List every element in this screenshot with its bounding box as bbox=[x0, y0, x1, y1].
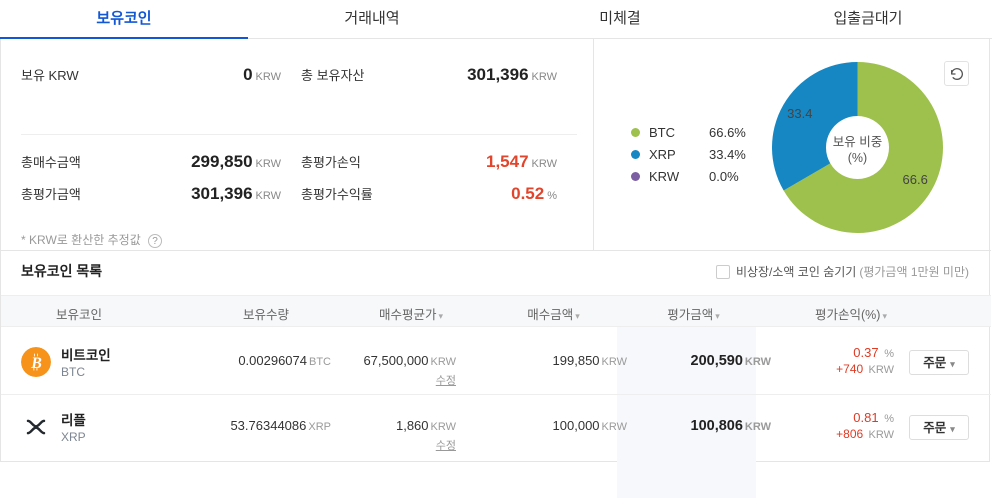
svg-text:B: B bbox=[30, 355, 42, 372]
svg-text:66.6: 66.6 bbox=[903, 172, 928, 187]
svg-text:33.4: 33.4 bbox=[787, 106, 812, 121]
